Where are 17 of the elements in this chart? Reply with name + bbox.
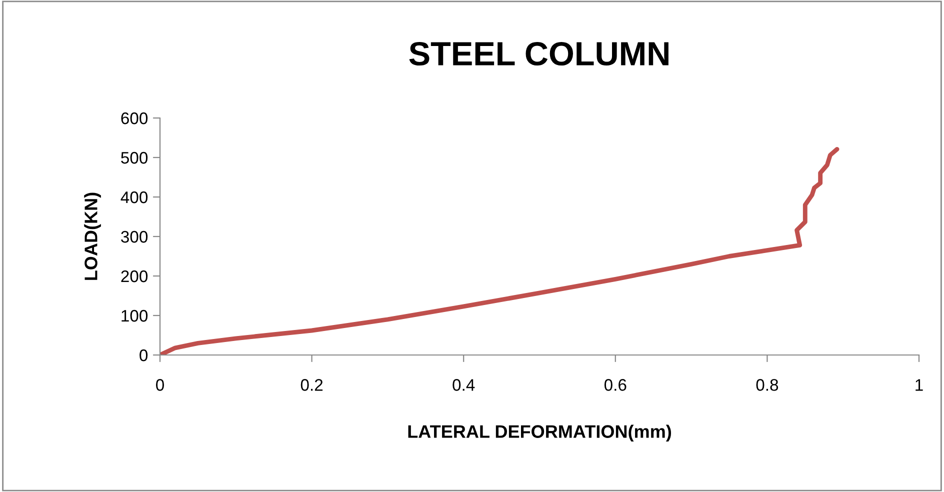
y-tick-label: 300 (121, 230, 148, 243)
y-tick-label: 0 (140, 349, 148, 362)
y-tick-label: 100 (122, 310, 148, 322)
x-tick-label: 0.2 (300, 379, 323, 391)
x-axis-title: LATERAL DEFORMATION(mm) (408, 424, 672, 442)
y-axis-title: LOAD(KN) (84, 192, 101, 280)
x-tick-label: 0.4 (452, 379, 475, 391)
line-series (160, 146, 840, 355)
x-tick-label: 0.8 (756, 379, 778, 391)
x-tick-label: 0.6 (604, 379, 626, 391)
y-tick-label: 400 (120, 191, 148, 204)
chart-title: STEEL COLUMN (409, 42, 668, 66)
x-tick-label: 1 (916, 379, 923, 391)
y-tick-label: 500 (121, 152, 148, 164)
x-tick-label: 0 (156, 379, 164, 391)
y-tick-label: 600 (121, 112, 148, 124)
y-tick-label: 200 (121, 270, 148, 282)
